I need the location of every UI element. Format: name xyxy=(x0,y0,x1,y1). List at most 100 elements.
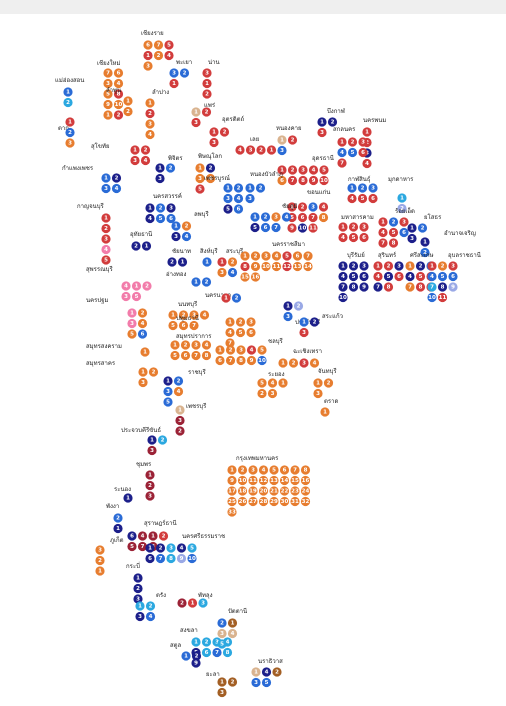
district-dot xyxy=(145,129,155,140)
district-number: 9 xyxy=(254,264,258,270)
district-number: 1 xyxy=(194,279,198,285)
district-dot xyxy=(347,137,358,147)
district-dot xyxy=(427,271,437,282)
district-dot xyxy=(135,601,145,611)
district-dot xyxy=(201,647,212,658)
district-number: 2 xyxy=(144,147,148,153)
district-number: 1 xyxy=(141,369,145,375)
district-number: 3 xyxy=(198,176,202,182)
district-dot xyxy=(170,340,180,350)
district-number: 2 xyxy=(292,360,296,366)
district-dot xyxy=(202,257,212,267)
province-name: ศรีสะเกษ xyxy=(410,251,434,259)
district-number: 1 xyxy=(280,137,284,143)
district-dot xyxy=(166,543,176,553)
district-dot xyxy=(257,345,267,355)
district-number: 7 xyxy=(192,323,196,329)
district-number: 2 xyxy=(195,653,199,659)
district-number: 4 xyxy=(203,312,207,318)
province-name: ขอนแก่น xyxy=(307,189,330,196)
district-number: 8 xyxy=(352,284,356,290)
district-dot xyxy=(279,486,290,496)
district-number: 5 xyxy=(106,91,110,97)
district-dot xyxy=(133,583,143,594)
province-name: ร้อยเอ็ด xyxy=(395,206,415,215)
district-dot xyxy=(140,145,151,155)
district-dot xyxy=(166,553,176,564)
district-number: 2 xyxy=(254,253,258,259)
district-number: 1 xyxy=(341,263,345,269)
district-number: 5 xyxy=(272,467,276,473)
district-dot xyxy=(137,318,148,329)
province-name: อุดรธานี xyxy=(312,154,334,162)
district-number: 3 xyxy=(148,493,152,499)
district-number: 7 xyxy=(215,650,219,656)
district-number: 11 xyxy=(273,264,281,270)
district-number: 18 xyxy=(239,488,247,494)
province-name: อุบลราชธานี xyxy=(448,251,481,259)
district-dot xyxy=(227,475,237,486)
district-dot xyxy=(405,282,415,292)
district-dot xyxy=(189,320,199,331)
province-name: กาฬสินธุ์ xyxy=(348,175,371,183)
province-name: กระบี่ xyxy=(126,562,140,570)
district-number: 2 xyxy=(170,259,174,265)
district-dot xyxy=(417,223,428,233)
district-number: 6 xyxy=(362,274,366,280)
district-dot xyxy=(175,426,185,436)
district-number: 30 xyxy=(281,499,289,505)
district-dot xyxy=(209,137,219,148)
district-dot xyxy=(427,292,437,303)
province-name: แม่ฮ่องสอน xyxy=(55,77,84,84)
district-dot xyxy=(283,311,293,322)
district-number: 4 xyxy=(205,342,209,348)
province-name: ยะลา xyxy=(206,671,220,678)
district-dot xyxy=(278,378,288,388)
district-number: 1 xyxy=(138,603,142,609)
district-dot xyxy=(378,238,388,248)
province-name: นครสวรรค์ xyxy=(153,192,182,200)
district-number: 5 xyxy=(173,353,177,359)
district-dot xyxy=(368,193,378,204)
district-number: 7 xyxy=(340,160,344,166)
district-dot xyxy=(215,345,225,355)
district-dot xyxy=(148,367,159,377)
district-number: 2 xyxy=(264,214,268,220)
district-dot xyxy=(359,232,369,243)
district-dot xyxy=(209,127,219,137)
district-number: 1 xyxy=(135,283,139,289)
district-number: 28 xyxy=(260,499,268,505)
district-dot xyxy=(347,193,357,204)
district-dot xyxy=(137,541,148,552)
district-number: 15 xyxy=(291,478,299,484)
district-number: 4 xyxy=(148,216,152,222)
district-dot xyxy=(240,261,250,272)
district-dot xyxy=(297,202,308,212)
district-number: 3 xyxy=(194,120,198,126)
district-dot xyxy=(297,212,308,223)
district-dot xyxy=(166,213,176,224)
district-dot xyxy=(212,647,222,658)
district-dot xyxy=(299,327,309,338)
district-number: 5 xyxy=(159,216,163,222)
district-number: 5 xyxy=(352,274,356,280)
district-dot xyxy=(378,227,388,238)
district-dot xyxy=(113,89,124,99)
district-dot xyxy=(317,117,327,127)
district-number: 2 xyxy=(178,428,182,434)
district-number: 3 xyxy=(166,389,170,395)
district-number: 1 xyxy=(430,263,434,269)
district-number: 6 xyxy=(397,274,401,280)
district-dot xyxy=(130,145,140,155)
district-number: 7 xyxy=(159,556,163,562)
district-number: 6 xyxy=(371,196,375,202)
district-dot xyxy=(137,329,148,339)
province-name: สุรินทร์ xyxy=(378,251,397,259)
district-number: 3 xyxy=(212,140,216,146)
province-name: สตูล xyxy=(170,642,182,649)
district-number: 9 xyxy=(230,478,234,484)
district-dot xyxy=(195,173,205,184)
district-number: 5 xyxy=(322,167,326,173)
district-dot xyxy=(269,486,279,496)
district-number: 1 xyxy=(174,223,178,229)
